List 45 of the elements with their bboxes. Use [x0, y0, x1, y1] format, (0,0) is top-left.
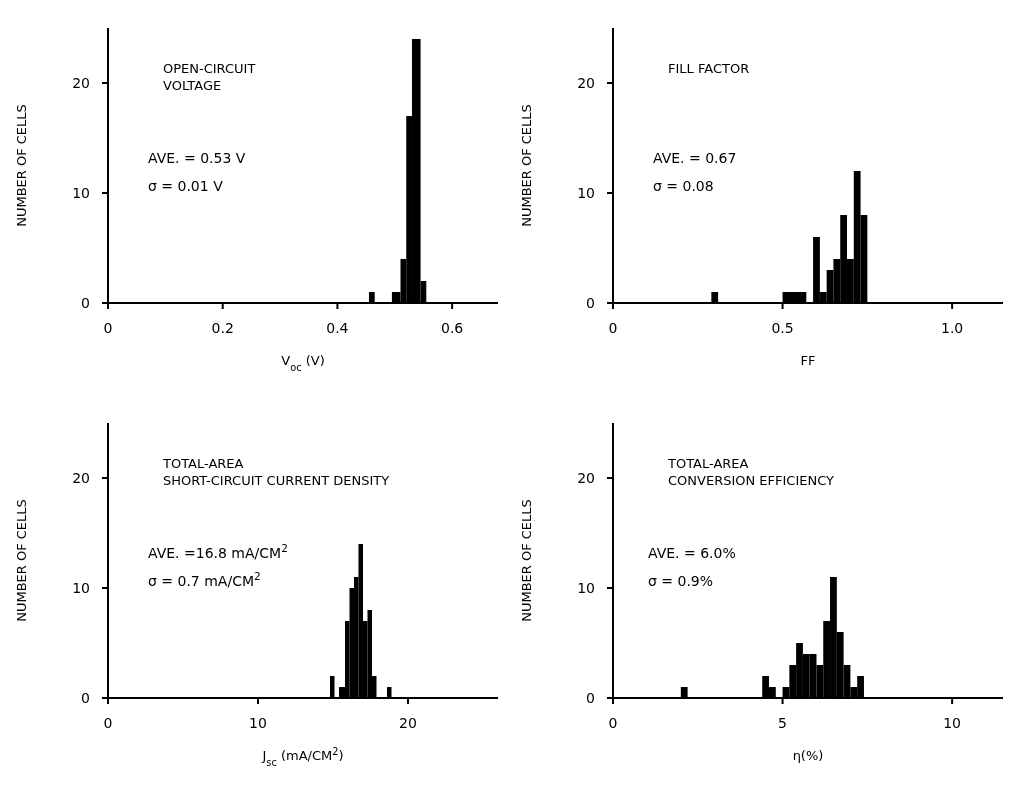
annotation: σ = 0.9% — [648, 573, 714, 589]
x-tick-label: 5 — [778, 715, 788, 731]
x-axis-title: J$_{sc}$ (mA/CM$^{2}$) — [261, 745, 344, 768]
y-axis-title: NUMBER OF CELLS — [519, 104, 534, 227]
text: TOTAL-AREA CONVERSION EFFICIENCY — [667, 456, 835, 488]
y-tick-label: 0 — [586, 295, 595, 311]
y-tick-label: 20 — [72, 75, 90, 91]
y-tick-label: 0 — [586, 690, 595, 706]
y-tick-label: 0 — [81, 690, 90, 706]
x-tick-label: 0 — [103, 320, 113, 336]
x-tick-label: 1.0 — [941, 320, 964, 336]
y-axis-title: NUMBER OF CELLS — [14, 104, 29, 227]
x-axis-title: FF — [800, 353, 816, 368]
y-tick-label: 10 — [577, 185, 595, 201]
y-tick-label: 20 — [577, 470, 595, 486]
y-axis-title: NUMBER OF CELLS — [519, 499, 534, 622]
annotation: σ = 0.08 — [653, 178, 714, 194]
x-tick-label: 20 — [399, 715, 417, 731]
y-tick-label: 10 — [72, 580, 90, 596]
text: FILL FACTOR — [668, 61, 750, 76]
x-tick-label: 10 — [943, 715, 962, 731]
x-tick-label: 0 — [103, 715, 113, 731]
x-tick-label: 10 — [249, 715, 267, 731]
x-axis-title: η(%) — [792, 748, 824, 763]
x-tick-label: 0.4 — [326, 320, 349, 336]
y-tick-label: 20 — [577, 75, 595, 91]
x-tick-label: 0 — [608, 320, 618, 336]
text: TOTAL-AREA SHORT-CIRCUIT CURRENT DENSITY — [162, 456, 390, 488]
y-tick-label: 20 — [72, 470, 90, 486]
y-tick-label: 10 — [577, 580, 595, 596]
x-tick-label: 0 — [608, 715, 618, 731]
y-axis-title: NUMBER OF CELLS — [14, 499, 29, 622]
annotation: AVE. = 0.67 — [653, 150, 737, 166]
annotation: σ = 0.01 V — [148, 178, 224, 194]
x-axis-title: V$_{oc}$ (V) — [281, 353, 325, 373]
y-tick-label: 10 — [72, 185, 90, 201]
x-tick-label: 0.6 — [440, 320, 464, 336]
text: OPEN-CIRCUIT VOLTAGE — [163, 61, 256, 93]
x-tick-label: 0.2 — [211, 320, 234, 336]
y-tick-label: 0 — [81, 295, 90, 311]
annotation: AVE. =16.8 mA/CM$^{2}$ — [148, 542, 288, 561]
annotation: σ = 0.7 mA/CM$^{2}$ — [148, 570, 261, 589]
x-tick-label: 0.5 — [771, 320, 794, 336]
annotation: AVE. = 0.53 V — [148, 150, 246, 166]
annotation: AVE. = 6.0% — [648, 545, 736, 561]
